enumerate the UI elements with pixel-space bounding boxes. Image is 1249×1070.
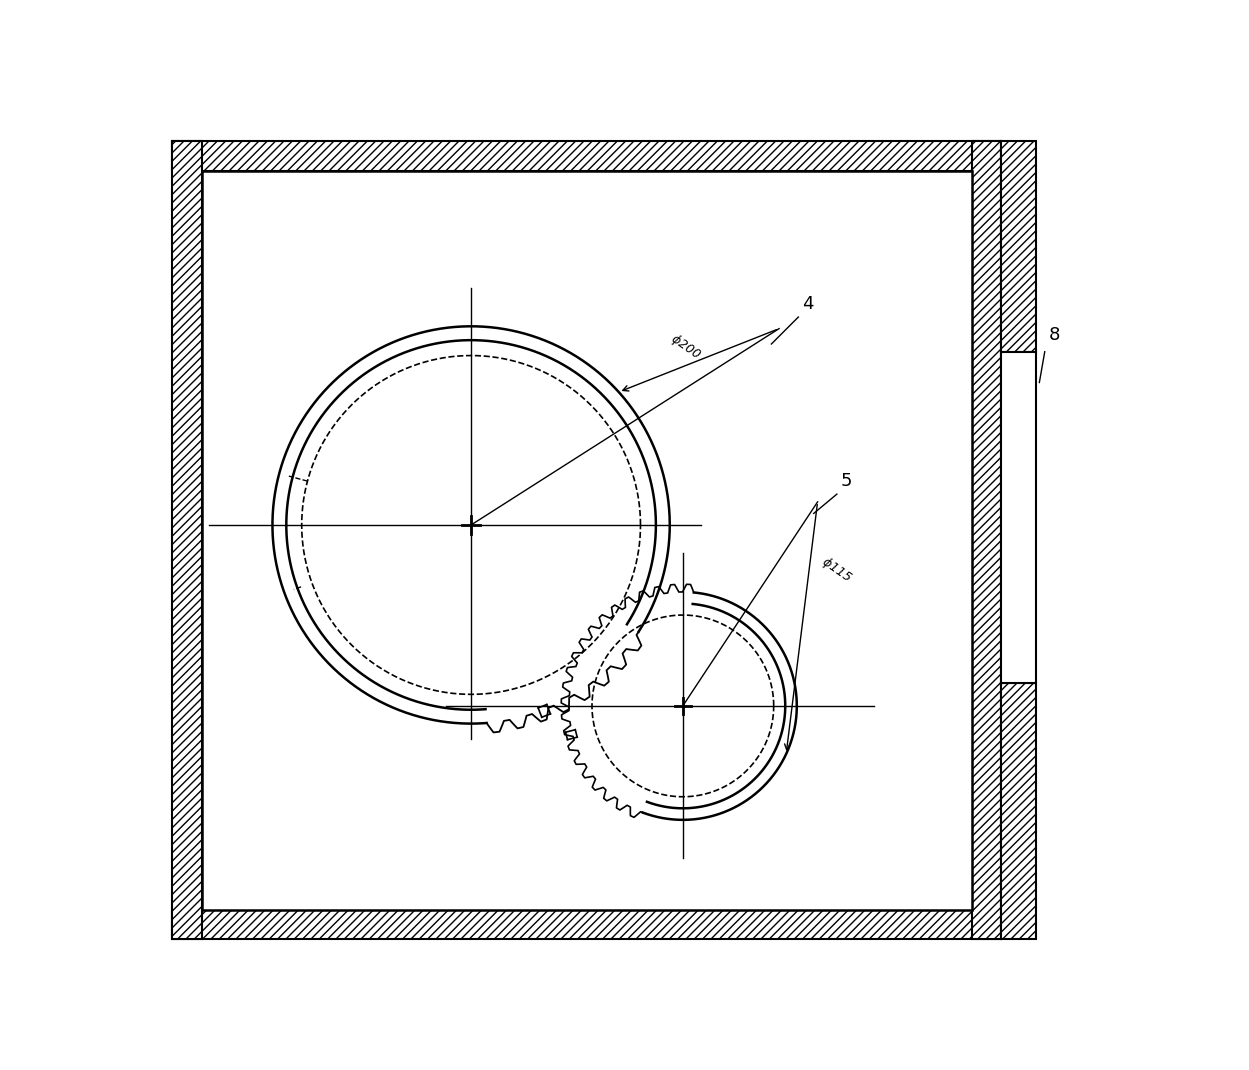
Polygon shape	[201, 171, 972, 910]
Polygon shape	[1000, 683, 1035, 939]
Text: $\phi$115: $\phi$115	[818, 553, 854, 586]
Polygon shape	[172, 141, 1000, 171]
Polygon shape	[1000, 352, 1035, 683]
Text: $\phi$200: $\phi$200	[667, 330, 704, 363]
Polygon shape	[172, 141, 201, 939]
Polygon shape	[972, 141, 1000, 939]
Text: 8: 8	[1049, 326, 1060, 345]
Polygon shape	[1000, 141, 1035, 352]
Text: 5: 5	[841, 473, 852, 490]
Text: 4: 4	[802, 295, 813, 314]
Polygon shape	[172, 910, 1000, 939]
